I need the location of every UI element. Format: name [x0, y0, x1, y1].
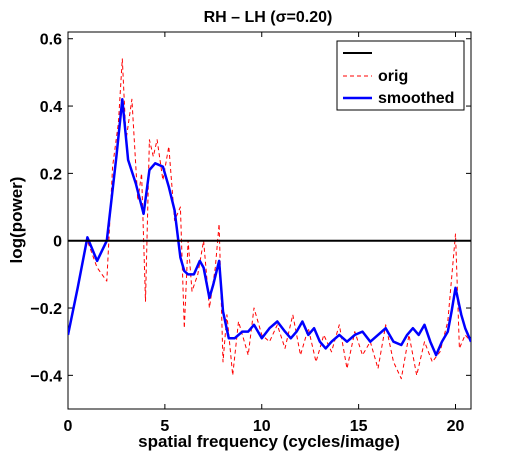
x-tick-label: 15 — [350, 418, 368, 435]
y-tick-label: 0.2 — [40, 166, 62, 183]
x-tick-label: 5 — [160, 418, 169, 435]
y-tick-label: 0.4 — [40, 99, 62, 116]
x-axis-label: spatial frequency (cycles/image) — [138, 432, 400, 451]
x-tick-label: 10 — [253, 418, 271, 435]
chart-title: RH – LH (σ=0.20) — [204, 9, 333, 26]
legend-label-orig: orig — [378, 68, 408, 85]
x-tick-label: 20 — [447, 418, 465, 435]
y-tick-label: 0 — [53, 234, 62, 251]
y-tick-label: −0.4 — [30, 368, 62, 385]
legend: orig smoothed — [336, 40, 465, 111]
series-smoothed — [68, 98, 471, 357]
y-tick-label: −0.2 — [30, 301, 62, 318]
series-layer — [68, 58, 471, 380]
series-orig — [68, 58, 471, 380]
y-tick-label: 0.6 — [40, 32, 62, 49]
x-tick-label: 0 — [64, 418, 73, 435]
x-axis: 0 5 10 15 20 — [64, 32, 465, 435]
legend-label-smoothed: smoothed — [378, 90, 454, 107]
y-axis-label: log(power) — [7, 177, 26, 264]
